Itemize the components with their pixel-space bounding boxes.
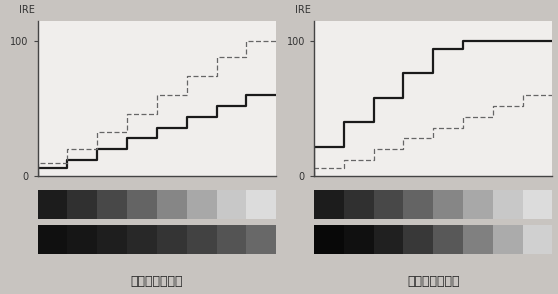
- Bar: [463, 190, 493, 219]
- Bar: [247, 190, 276, 219]
- Text: IRE: IRE: [295, 5, 311, 15]
- Bar: [344, 190, 373, 219]
- Bar: [314, 225, 344, 254]
- Bar: [217, 190, 247, 219]
- Bar: [373, 190, 403, 219]
- Bar: [344, 225, 373, 254]
- Bar: [247, 225, 276, 254]
- Bar: [97, 190, 127, 219]
- Bar: [157, 190, 187, 219]
- Bar: [493, 225, 523, 254]
- Bar: [403, 190, 433, 219]
- Bar: [493, 190, 523, 219]
- Bar: [157, 225, 187, 254]
- Bar: [187, 190, 217, 219]
- Bar: [38, 225, 68, 254]
- Text: IRE: IRE: [18, 5, 35, 15]
- Bar: [463, 225, 493, 254]
- Bar: [68, 190, 97, 219]
- Bar: [403, 225, 433, 254]
- Bar: [373, 225, 403, 254]
- Bar: [523, 225, 552, 254]
- Bar: [68, 225, 97, 254]
- Bar: [97, 225, 127, 254]
- Bar: [523, 190, 552, 219]
- Bar: [433, 190, 463, 219]
- Bar: [217, 225, 247, 254]
- Bar: [127, 225, 157, 254]
- Bar: [38, 190, 68, 219]
- Bar: [314, 190, 344, 219]
- Text: 对比度调节过低: 对比度调节过低: [131, 275, 183, 288]
- Bar: [187, 225, 217, 254]
- Bar: [127, 190, 157, 219]
- Bar: [433, 225, 463, 254]
- Text: 对比度调节过高: 对比度调节过高: [407, 275, 459, 288]
